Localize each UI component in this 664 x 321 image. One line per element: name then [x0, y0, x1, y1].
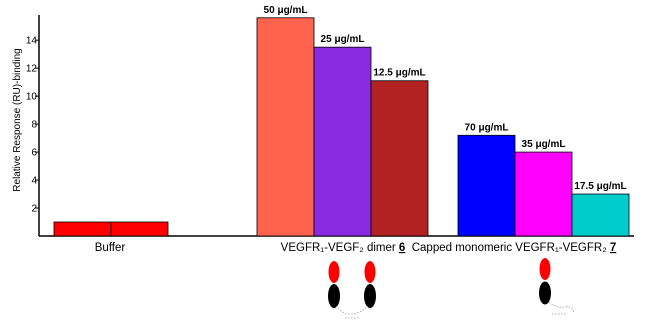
dimer-molecule-icon [328, 261, 376, 319]
y-axis-label: Relative Response (RU)-binding [12, 48, 23, 191]
bar-group1-1 [53, 221, 112, 237]
y-tick-label-6: 6 [31, 148, 37, 159]
y-tick-label-4: 4 [31, 176, 37, 187]
bar-label-group3-2: 35 μg/mL [522, 139, 566, 150]
bar-group2-2 [313, 46, 372, 237]
y-tick-label-14: 14 [26, 36, 38, 47]
bar-group3-2 [514, 151, 573, 237]
bar-label-group3-3: 17.5 μg/mL [574, 181, 626, 192]
bar-group2-1 [256, 17, 315, 237]
y-tick-label-8: 8 [31, 120, 37, 131]
bar-label-group2-3: 12.5 μg/mL [373, 68, 425, 79]
y-ticks: 2 4 6 8 10 12 14 [26, 36, 39, 215]
bar-group1-2 [110, 221, 169, 237]
y-tick-label-10: 10 [26, 92, 38, 103]
bar-label-group2-1: 50 μg/mL [264, 5, 308, 16]
bar-label-group3-1: 70 μg/mL [465, 122, 509, 133]
bar-group2-3 [370, 80, 429, 237]
bar-group3-3 [571, 193, 630, 237]
bars [53, 17, 630, 237]
bar-label-group2-2: 25 μg/mL [321, 34, 365, 45]
group-label-dimer: VEGFR₁-VEGF₂ dimer 6 [281, 242, 406, 254]
bar-labels: 50 μg/mL 25 μg/mL 12.5 μg/mL 70 μg/mL 35 μg/… [264, 5, 627, 192]
group-label-monomer: Capped monomeric VEGFR₁-VEGFR₂ 7 [412, 242, 617, 254]
y-tick-label-12: 12 [26, 64, 38, 75]
capped-monomer-molecule-icon [539, 258, 575, 315]
group-label-buffer: Buffer [95, 242, 126, 254]
bar-group3-1 [457, 134, 516, 237]
y-tick-label-2: 2 [31, 204, 37, 215]
